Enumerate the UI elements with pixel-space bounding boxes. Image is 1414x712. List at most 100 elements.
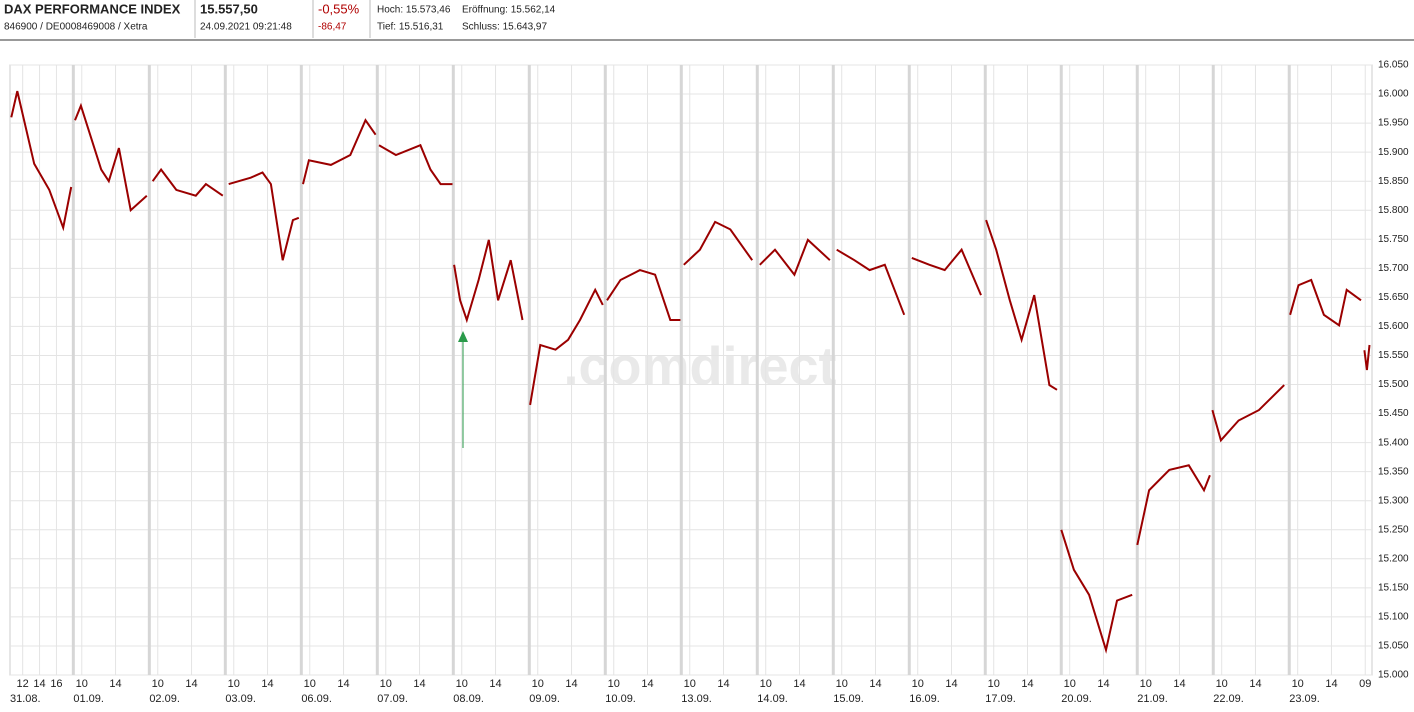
open: Eröffnung: 15.562,14 — [462, 5, 556, 16]
price-line — [302, 118, 377, 185]
x-tick-label: 14 — [109, 678, 121, 690]
x-tick-label: 14 — [337, 678, 349, 690]
y-tick-label: 15.700 — [1378, 263, 1409, 274]
date-label: 21.09. — [1137, 693, 1168, 705]
x-tick-label: 10 — [532, 678, 544, 690]
x-tick-label: 14 — [489, 678, 501, 690]
date-label: 16.09. — [909, 693, 940, 705]
price-line — [1363, 344, 1371, 371]
x-tick-label: 14 — [717, 678, 729, 690]
price-line — [228, 171, 300, 261]
y-tick-label: 15.500 — [1378, 379, 1409, 390]
price-line — [911, 247, 982, 296]
index-name: DAX PERFORMANCE INDEX — [4, 1, 181, 16]
x-tick-label: 10 — [1064, 678, 1076, 690]
x-tick-label: 09 — [1359, 678, 1371, 690]
y-tick-label: 15.800 — [1378, 205, 1409, 216]
datetime: 24.09.2021 09:21:48 — [200, 22, 292, 33]
x-tick-label: 10 — [228, 678, 240, 690]
price-line — [1136, 464, 1211, 546]
low: Tief: 15.516,31 — [377, 22, 444, 33]
y-tick-label: 15.850 — [1378, 176, 1409, 187]
watermark: .comdirect — [563, 336, 836, 396]
price: 15.557,50 — [200, 1, 258, 16]
x-tick-label: 10 — [684, 678, 696, 690]
price-line — [606, 269, 681, 321]
x-tick-label: 10 — [608, 678, 620, 690]
x-tick-label: 14 — [413, 678, 425, 690]
y-tick-label: 15.650 — [1378, 292, 1409, 303]
x-tick-label: 10 — [836, 678, 848, 690]
date-label: 23.09. — [1289, 693, 1320, 705]
y-tick-label: 15.000 — [1378, 670, 1409, 681]
price-line — [378, 143, 453, 186]
x-tick-label: 16 — [50, 678, 62, 690]
x-tick-label: 10 — [304, 678, 316, 690]
x-tick-label: 10 — [912, 678, 924, 690]
x-tick-label: 14 — [33, 678, 45, 690]
x-tick-label: 10 — [152, 678, 164, 690]
date-label: 22.09. — [1213, 693, 1244, 705]
date-label: 08.09. — [453, 693, 484, 705]
x-tick-label: 10 — [456, 678, 468, 690]
price-line — [151, 167, 224, 197]
identifier: 846900 / DE0008469008 / Xetra — [4, 22, 148, 33]
date-label: 06.09. — [301, 693, 332, 705]
x-tick-label: 10 — [760, 678, 772, 690]
date-label: 09.09. — [529, 693, 560, 705]
date-label: 20.09. — [1061, 693, 1092, 705]
price-line — [1060, 529, 1133, 654]
y-tick-label: 15.450 — [1378, 408, 1409, 419]
y-tick-label: 15.900 — [1378, 147, 1409, 158]
x-tick-label: 14 — [185, 678, 197, 690]
date-label: 07.09. — [377, 693, 408, 705]
y-tick-label: 15.200 — [1378, 553, 1409, 564]
x-tick-label: 14 — [1173, 678, 1185, 690]
y-tick-label: 15.550 — [1378, 350, 1409, 361]
price-line — [10, 90, 73, 232]
date-label: 15.09. — [833, 693, 864, 705]
price-line — [683, 220, 754, 266]
date-label: 13.09. — [681, 693, 712, 705]
x-tick-label: 10 — [380, 678, 392, 690]
x-tick-label: 14 — [641, 678, 653, 690]
x-tick-label: 14 — [793, 678, 805, 690]
y-tick-label: 16.000 — [1378, 89, 1409, 100]
price-line — [759, 238, 831, 277]
x-tick-label: 14 — [945, 678, 957, 690]
y-tick-label: 15.950 — [1378, 118, 1409, 129]
arrow-head — [458, 331, 468, 342]
x-tick-label: 10 — [1216, 678, 1228, 690]
x-tick-label: 14 — [1249, 678, 1261, 690]
date-label: 14.09. — [757, 693, 788, 705]
date-label: 10.09. — [605, 693, 636, 705]
y-tick-label: 15.150 — [1378, 582, 1409, 593]
change-abs: -86,47 — [318, 22, 347, 33]
y-tick-label: 16.050 — [1378, 60, 1409, 71]
price-line — [836, 248, 906, 316]
y-tick-label: 15.350 — [1378, 466, 1409, 477]
price-line — [453, 239, 524, 324]
high: Hoch: 15.573,46 — [377, 5, 451, 16]
change-pct: -0,55% — [318, 1, 360, 16]
x-tick-label: 10 — [1140, 678, 1152, 690]
y-tick-label: 15.100 — [1378, 612, 1409, 623]
date-label: 17.09. — [985, 693, 1016, 705]
y-tick-label: 15.400 — [1378, 437, 1409, 448]
y-tick-label: 15.750 — [1378, 234, 1409, 245]
price-line — [1211, 384, 1285, 443]
price-line — [985, 219, 1058, 391]
price-line — [74, 102, 148, 213]
x-tick-label: 14 — [869, 678, 881, 690]
x-tick-label: 14 — [565, 678, 577, 690]
date-label: 01.09. — [73, 693, 104, 705]
x-tick-label: 14 — [1325, 678, 1337, 690]
y-tick-label: 15.600 — [1378, 321, 1409, 332]
price-line — [1289, 278, 1362, 327]
x-tick-label: 14 — [261, 678, 273, 690]
close: Schluss: 15.643,97 — [462, 22, 547, 33]
x-tick-label: 12 — [17, 678, 29, 690]
date-label: 03.09. — [225, 693, 256, 705]
x-tick-label: 10 — [1292, 678, 1304, 690]
